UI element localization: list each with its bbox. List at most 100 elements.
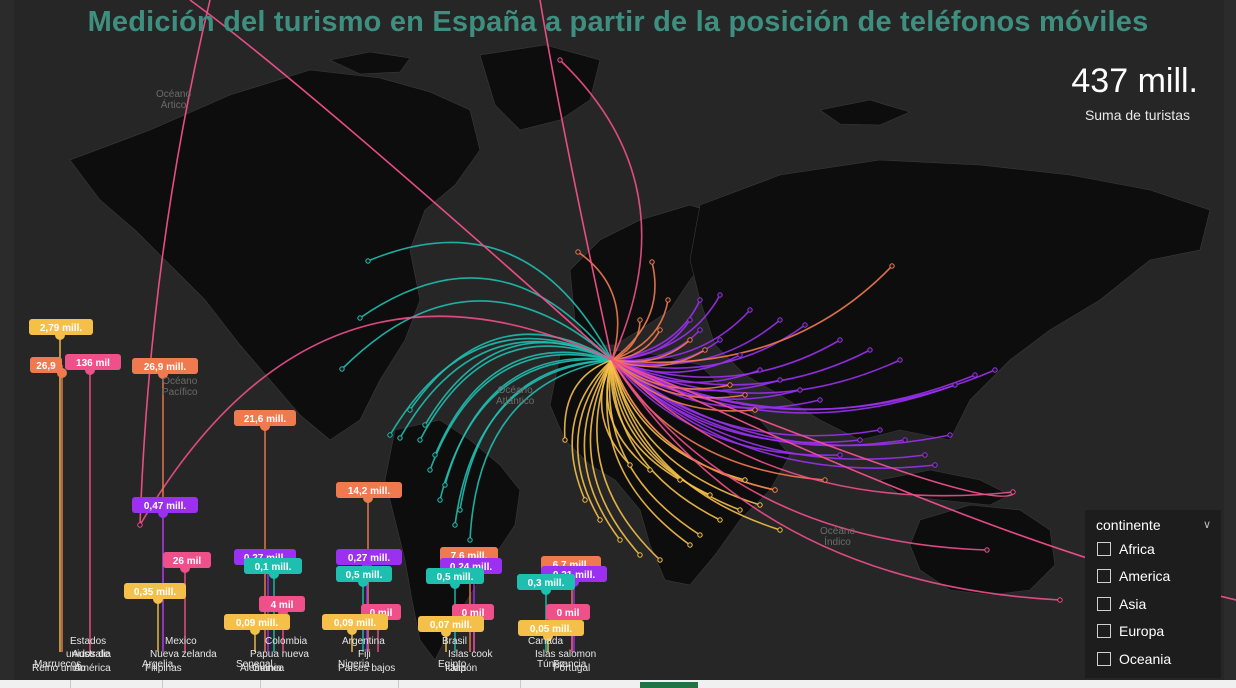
value-pill: 21,6 mill. [234,410,296,426]
destination-dot [422,422,428,428]
flow-arc [608,359,701,536]
flow-arc [434,351,613,456]
value-pill: 0,05 mill. [518,620,584,636]
checkbox[interactable] [1097,624,1111,638]
flow-arc [611,339,841,378]
flow-arc [576,359,613,521]
flow-arc [577,251,619,361]
flow-arc [419,345,613,441]
destination-dot [777,527,783,533]
destination-dot [752,407,758,413]
svg-text:26,9 mill.: 26,9 mill. [144,362,186,373]
svg-text:6,7 mill.: 6,7 mill. [553,560,590,571]
page-tab[interactable] [398,680,399,688]
checkbox[interactable] [1097,597,1111,611]
flow-arc [583,359,621,541]
country-label: Colombia [265,636,308,647]
country-label: Islas cook [448,649,493,660]
checkbox[interactable] [1097,652,1111,666]
destination-dot [772,487,778,493]
destination-dot [407,407,413,413]
destination-dot [717,337,723,343]
svg-text:0,24 mill.: 0,24 mill. [450,562,492,573]
svg-text:0,07 mill.: 0,07 mill. [430,620,472,631]
value-pills: 2,79 mill. 26,9 136 mil 26,9 mill. 21,6 mill… [29,319,607,636]
country-label: Papua nueva [250,649,309,660]
destination-dot [657,557,663,563]
destination-dot [797,387,803,393]
flow-arc [611,359,976,411]
flow-arc [611,319,641,361]
country-label: Islas salomon [535,649,596,660]
page-tab-active[interactable] [640,682,698,688]
destination-dot [437,497,443,503]
destination-dot [649,259,655,265]
slicer-item-africa[interactable]: Africa [1097,539,1155,559]
destination-dot [575,249,581,255]
slicer-item-europa[interactable]: Europa [1097,621,1164,641]
flow-arc [559,59,643,361]
destination-dot [657,327,663,333]
slicer-item-america[interactable]: America [1097,566,1170,586]
destination-dot [432,452,438,458]
value-pill: 0,1 mill. [244,558,302,574]
flow-arc [611,329,661,361]
country-label: Mexico [165,636,197,647]
flow-arc [600,359,631,466]
destination-dot [647,467,653,473]
flow-arc [611,339,691,363]
destination-dot [837,337,843,343]
ocean-atlantic-label: Océano Atlántico [496,385,535,407]
page-tab[interactable] [70,680,71,688]
country-label: Guinea [252,663,285,674]
value-pill: 0,3 mill. [517,574,575,590]
flow-arc [611,294,721,361]
country-label: Fiji [358,649,371,660]
destination-dot [867,347,873,353]
svg-text:0,35 mill.: 0,35 mill. [134,587,176,598]
destination-dot [697,327,703,333]
svg-text:0,5 mill.: 0,5 mill. [437,572,474,583]
slicer-item-asia[interactable]: Asia [1097,594,1146,614]
destination-dot [637,552,643,558]
flow-arc [611,359,1014,497]
page-tab[interactable] [520,680,521,688]
page-tab[interactable] [260,680,261,688]
value-pill: 136 mil [65,354,121,370]
destination-dot [777,317,783,323]
value-pill: 0,09 mill. [224,614,290,630]
destination-dot [677,477,683,483]
flow-arc [424,341,613,426]
destination-dot [562,437,568,443]
svg-text:4 mil: 4 mil [271,600,294,611]
value-pill: 0,35 mill. [124,583,186,599]
destination-dot [984,547,990,553]
flow-arc [189,0,613,361]
country-label: Egipto [438,659,467,670]
destination-dot [747,307,753,313]
flow-arc [367,241,613,361]
flow-arc [611,261,656,361]
slicer-item-oceania[interactable]: Oceania [1097,649,1171,669]
country-label: Francia [553,659,587,670]
checkbox[interactable] [1097,542,1111,556]
page-tab[interactable] [162,680,163,688]
flow-arc [611,349,706,368]
country-label: Marruecos [34,659,81,670]
country-label: Reino unido [32,663,86,674]
svg-text:0,3 mill.: 0,3 mill. [528,578,565,589]
destination-dot [357,315,363,321]
destination-dot [737,352,743,358]
flow-arc [611,349,871,386]
flow-arc [539,0,613,361]
destination-dot [902,437,908,443]
destination-dot [742,477,748,483]
checkbox[interactable] [1097,569,1111,583]
chevron-down-icon[interactable]: ∨ [1202,519,1211,531]
ocean-arctic-label: Océano Ártico [156,89,192,111]
flow-arc [429,353,613,471]
svg-text:0,05 mill.: 0,05 mill. [530,624,572,635]
svg-text:0,47 mill.: 0,47 mill. [144,501,186,512]
country-label: Japón [450,663,477,674]
country-label: Estados [70,636,106,647]
